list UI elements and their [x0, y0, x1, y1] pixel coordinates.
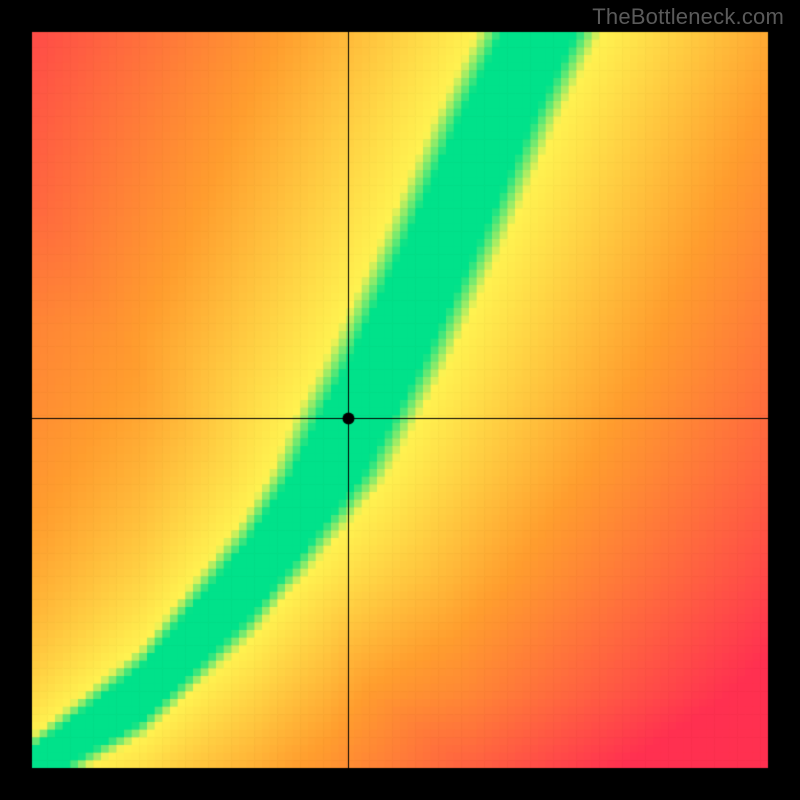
bottleneck-heatmap: [0, 0, 800, 800]
chart-container: TheBottleneck.com: [0, 0, 800, 800]
watermark-text: TheBottleneck.com: [592, 4, 784, 30]
